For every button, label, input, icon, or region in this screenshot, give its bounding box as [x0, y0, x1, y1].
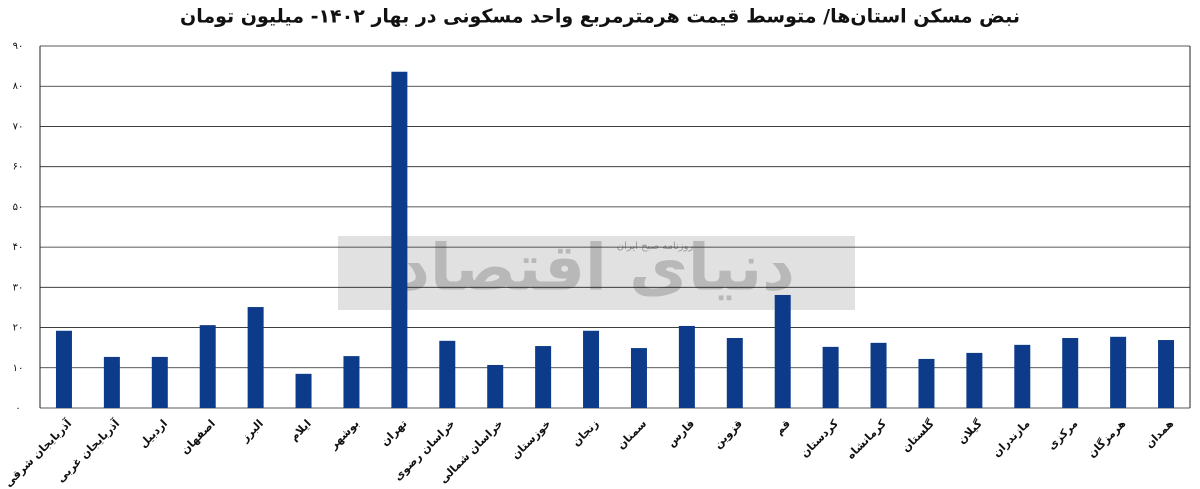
bar [295, 373, 312, 408]
bar [1014, 344, 1031, 408]
bar [630, 348, 647, 408]
y-tick-label: ۷۰ [13, 121, 24, 132]
bar [1158, 340, 1175, 408]
y-tick-label: ۰ [15, 403, 20, 414]
bar [343, 356, 360, 408]
y-tick-label: ۵۰ [13, 202, 24, 213]
y-tick-label: ۲۰ [13, 323, 24, 334]
bar [391, 71, 408, 409]
bar [1062, 338, 1079, 408]
bar [583, 330, 600, 408]
bar [726, 338, 743, 408]
bar [822, 346, 839, 408]
bar [678, 325, 695, 408]
bar [151, 356, 168, 408]
y-tick-label: ۱۰ [13, 363, 24, 374]
bar [103, 356, 120, 408]
bar [1110, 336, 1127, 408]
y-tick-label: ۴۰ [13, 242, 24, 253]
bar [247, 307, 264, 408]
bar [774, 294, 791, 408]
bar [487, 364, 504, 408]
bar [535, 346, 552, 408]
y-tick-label: ۸۰ [13, 81, 24, 92]
watermark: دنیای اقتصاد [397, 232, 795, 306]
watermark-band [338, 236, 855, 310]
bar [199, 325, 216, 408]
y-tick-label: ۶۰ [13, 162, 24, 173]
y-tick-label: ۳۰ [13, 282, 24, 293]
bar [439, 340, 456, 408]
y-tick-label: ۹۰ [13, 41, 24, 52]
bar [966, 352, 983, 408]
bar [870, 342, 887, 408]
chart-title: نبض مسکن استان‌ها/ متوسط قیمت هرمترمربع … [180, 6, 1020, 28]
bar [918, 358, 935, 408]
bar [55, 330, 72, 408]
watermark-sub: روزنامه صبح ایران [617, 241, 694, 252]
